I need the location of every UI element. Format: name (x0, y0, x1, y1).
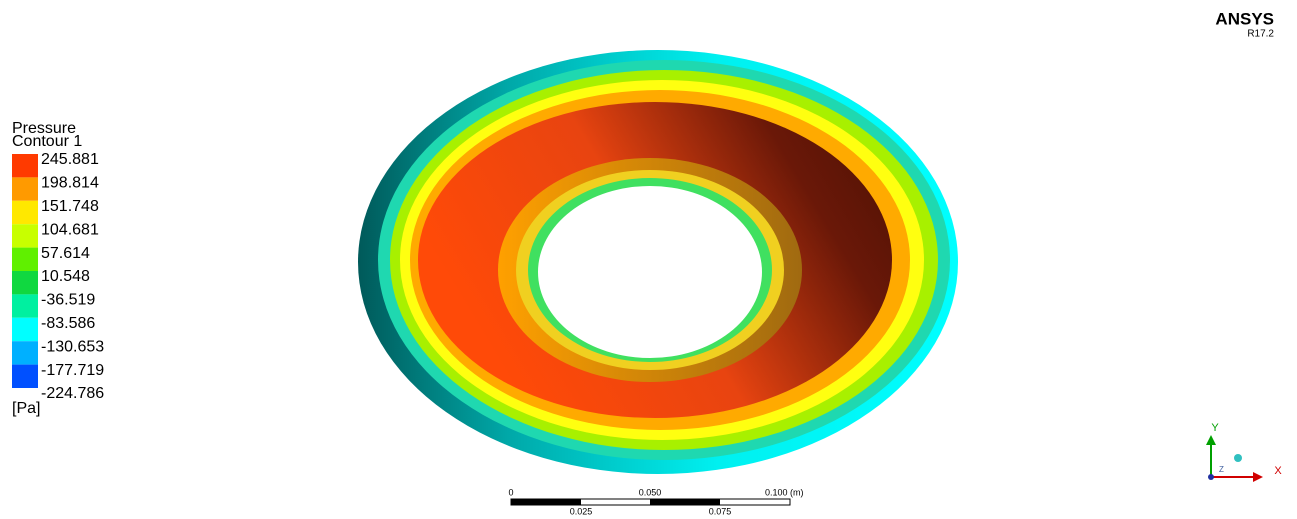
color-swatch (12, 294, 38, 317)
scale-label: 0.075 (709, 506, 732, 516)
color-swatch (12, 341, 38, 364)
color-scale: 245.881 198.814 151.748 104.681 57.614 10.548… (12, 151, 104, 402)
logo-name: ANSYS (1215, 9, 1274, 28)
legend-label: 198.814 (41, 175, 99, 192)
legend: Pressure Contour 1 245.881198.814151.748… (12, 120, 104, 417)
scale-label: 0.100 (m) (765, 487, 804, 497)
color-swatch (12, 365, 38, 388)
legend-label: 104.681 (41, 221, 99, 238)
color-swatch (12, 224, 38, 247)
color-swatch (12, 201, 38, 224)
body: Pressure Contour 1 245.881198.814151.748… (0, 0, 1297, 519)
color-swatch (12, 248, 38, 271)
axis-triad: Y X Z (1206, 422, 1282, 482)
axis-label: Y (1211, 422, 1219, 434)
axis-label: Z (1219, 465, 1224, 474)
scale-bar: 0 0.050 0.100 (m) 0.025 0.075 (508, 487, 803, 516)
legend-label: 245.881 (41, 151, 99, 168)
legend-label: -130.653 (41, 338, 104, 355)
contour-ring (358, 50, 958, 474)
legend-label: -177.719 (41, 362, 104, 379)
logo: ANSYS R17.2 (1215, 9, 1274, 39)
axis-label: X (1274, 465, 1282, 477)
legend-label: -83.586 (41, 315, 95, 332)
scale-label: 0 (508, 487, 513, 497)
color-swatch (12, 318, 38, 341)
color-swatch (12, 177, 38, 200)
legend-title: Contour 1 (12, 133, 82, 150)
legend-label: -224.786 (41, 385, 104, 402)
page: {"logo": {"name": "ANSYS", "version": "R… (0, 0, 1297, 519)
color-swatch (12, 271, 38, 294)
color-swatch (12, 154, 38, 177)
legend-label: -36.519 (41, 292, 95, 309)
legend-label: 151.748 (41, 198, 99, 215)
viewport: Pressure Contour 1 245.881198.814151.748… (0, 0, 1297, 519)
scale-label: 0.025 (570, 506, 593, 516)
legend-label: 10.548 (41, 268, 90, 285)
scale-label: 0.050 (639, 487, 662, 497)
legend-label: 57.614 (41, 245, 90, 262)
legend-unit: [Pa] (12, 400, 40, 417)
logo-version: R17.2 (1247, 29, 1274, 40)
